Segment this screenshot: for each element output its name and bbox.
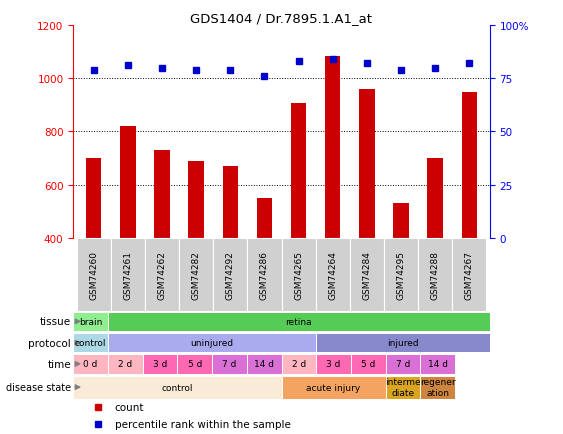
FancyBboxPatch shape [386,354,421,374]
Text: percentile rank within the sample: percentile rank within the sample [115,419,291,429]
FancyBboxPatch shape [179,238,213,311]
Text: 2 d: 2 d [118,359,132,368]
FancyBboxPatch shape [452,238,486,311]
FancyBboxPatch shape [145,238,179,311]
Bar [325,56,341,238]
FancyBboxPatch shape [108,312,490,332]
FancyBboxPatch shape [213,238,247,311]
FancyBboxPatch shape [421,354,455,374]
Text: 0 d: 0 d [83,359,98,368]
FancyBboxPatch shape [73,354,108,374]
FancyBboxPatch shape [282,238,316,311]
Text: uninjured: uninjured [190,339,234,347]
FancyBboxPatch shape [108,354,142,374]
Text: GSM74265: GSM74265 [294,250,303,299]
Text: GSM74288: GSM74288 [431,250,440,299]
Text: 7 d: 7 d [396,359,410,368]
FancyBboxPatch shape [316,238,350,311]
Text: control: control [75,339,106,347]
FancyBboxPatch shape [212,354,247,374]
FancyBboxPatch shape [316,354,351,374]
Bar [394,204,409,238]
Text: GSM74260: GSM74260 [89,250,98,299]
Title: GDS1404 / Dr.7895.1.A1_at: GDS1404 / Dr.7895.1.A1_at [190,12,373,25]
Bar [427,158,443,238]
Bar [222,167,238,238]
Bar [86,158,101,238]
Text: 3 d: 3 d [327,359,341,368]
Bar [359,90,374,238]
FancyBboxPatch shape [142,354,177,374]
Text: 5 d: 5 d [361,359,376,368]
Text: GSM74264: GSM74264 [328,250,337,299]
Text: GSM74267: GSM74267 [465,250,474,299]
Text: regener
ation: regener ation [420,378,455,397]
Text: GSM74282: GSM74282 [191,250,200,299]
Text: GSM74262: GSM74262 [158,250,167,299]
FancyBboxPatch shape [247,238,282,311]
Text: disease state: disease state [6,382,71,392]
FancyBboxPatch shape [73,312,108,332]
Text: injured: injured [387,339,419,347]
FancyBboxPatch shape [282,354,316,374]
FancyBboxPatch shape [351,354,386,374]
FancyBboxPatch shape [421,376,455,399]
FancyBboxPatch shape [350,238,384,311]
Text: GSM74292: GSM74292 [226,250,235,299]
Bar [154,151,169,238]
FancyBboxPatch shape [177,354,212,374]
FancyBboxPatch shape [282,376,386,399]
Bar [189,161,204,238]
Text: brain: brain [79,317,102,326]
FancyBboxPatch shape [316,333,490,352]
Bar [291,104,306,238]
FancyBboxPatch shape [418,238,452,311]
Text: time: time [47,359,71,369]
Text: 7 d: 7 d [222,359,236,368]
FancyBboxPatch shape [247,354,282,374]
Text: 3 d: 3 d [153,359,167,368]
Bar [120,127,136,238]
Bar [257,198,272,238]
Text: 14 d: 14 d [254,359,274,368]
FancyBboxPatch shape [384,238,418,311]
Text: GSM74286: GSM74286 [260,250,269,299]
FancyBboxPatch shape [108,333,316,352]
Text: acute injury: acute injury [306,383,361,392]
Text: 2 d: 2 d [292,359,306,368]
FancyBboxPatch shape [111,238,145,311]
FancyBboxPatch shape [73,376,282,399]
Text: interme
diate: interme diate [385,378,421,397]
Text: protocol: protocol [28,338,71,348]
Text: control: control [162,383,193,392]
FancyBboxPatch shape [73,333,108,352]
Text: 5 d: 5 d [187,359,202,368]
Text: retina: retina [285,317,312,326]
FancyBboxPatch shape [386,376,421,399]
FancyBboxPatch shape [77,238,111,311]
Text: 14 d: 14 d [428,359,448,368]
Text: tissue: tissue [40,317,71,327]
Bar [462,92,477,238]
Text: count: count [115,402,144,412]
Text: GSM74295: GSM74295 [396,250,405,299]
Text: GSM74261: GSM74261 [123,250,132,299]
Text: GSM74284: GSM74284 [363,250,372,299]
